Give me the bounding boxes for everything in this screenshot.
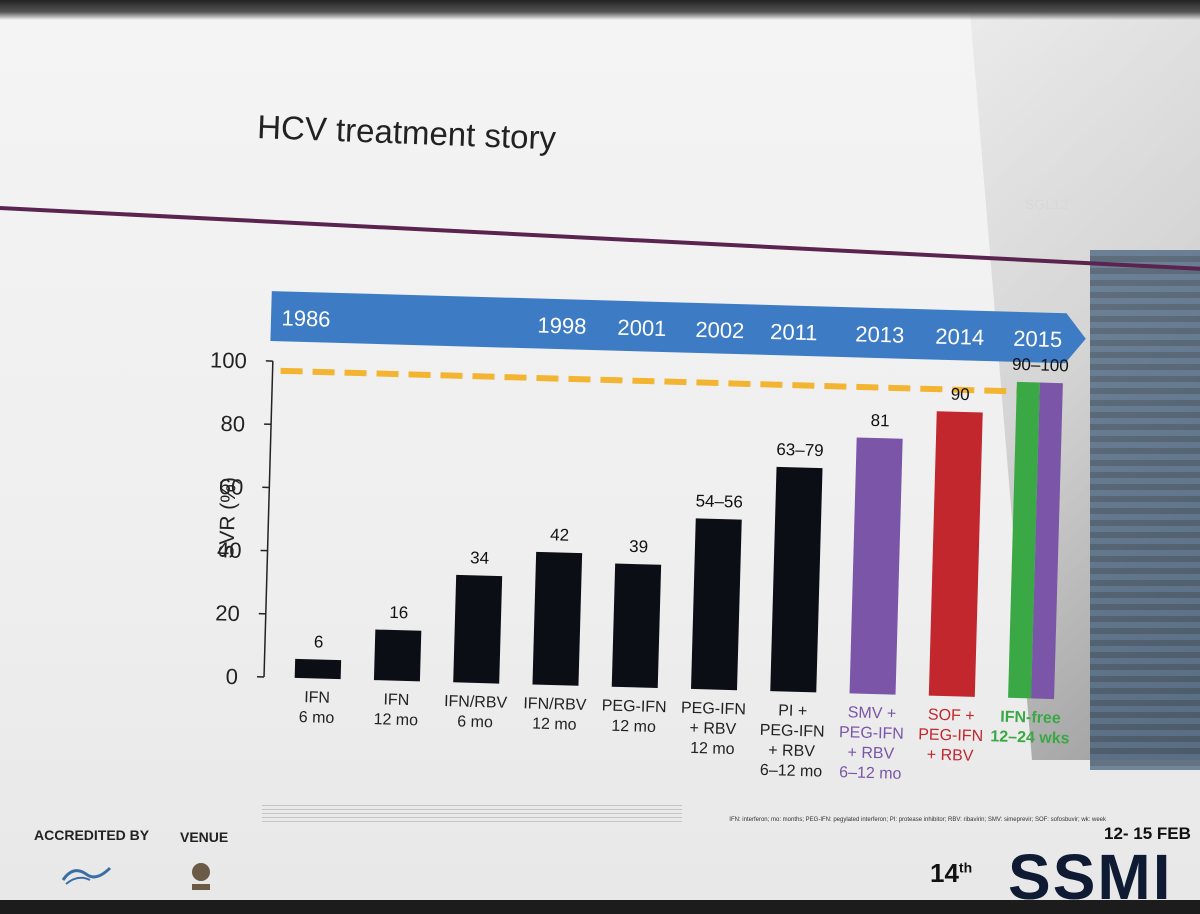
category-label-line: 6 mo bbox=[457, 713, 493, 731]
bar bbox=[295, 659, 342, 679]
category-label-line: + RBV bbox=[847, 744, 894, 762]
y-tick-label: 100 bbox=[210, 347, 247, 373]
timeline-arrow: 1986 1998 2001 2002 2011 2013 2014 2015 bbox=[270, 291, 1086, 364]
category-label-line: PI + bbox=[778, 702, 807, 720]
accreditor-logo-icon bbox=[58, 860, 118, 890]
category-label-line: + RBV bbox=[689, 720, 736, 738]
category-label-line: PEG-IFN bbox=[681, 700, 746, 719]
venue-label: VENUE bbox=[180, 829, 228, 845]
category-label-line: IFN-free bbox=[1000, 709, 1061, 728]
screen-bezel bbox=[0, 0, 1200, 20]
event-brand-logo: SSMI bbox=[1008, 840, 1172, 914]
y-tick-label: 20 bbox=[215, 600, 240, 626]
bar bbox=[850, 437, 903, 694]
category-label-line: 12–24 wks bbox=[990, 728, 1070, 747]
category-label-line: IFN/RBV bbox=[523, 695, 587, 714]
bar bbox=[929, 411, 983, 697]
y-tick-label: 80 bbox=[220, 411, 245, 437]
category-label-line: SMV + bbox=[848, 704, 897, 722]
y-axis-line bbox=[264, 361, 273, 677]
category-label-line: SOF + bbox=[928, 707, 975, 725]
category-label-line: 12 mo bbox=[373, 711, 418, 729]
bar-value-label: 6 bbox=[314, 632, 324, 651]
target-dashed-line bbox=[281, 371, 1060, 393]
timeline-year: 2011 bbox=[770, 319, 818, 345]
edition-suffix: th bbox=[959, 859, 972, 875]
venue-logo-icon bbox=[186, 860, 216, 896]
category-label-line: + RBV bbox=[768, 742, 815, 760]
references-fine-print bbox=[262, 805, 682, 823]
category-label-line: + RBV bbox=[927, 747, 974, 765]
category-label-line: 12 mo bbox=[611, 718, 656, 736]
timeline-year: 1998 bbox=[537, 313, 587, 339]
timeline-year: 2001 bbox=[617, 315, 667, 341]
bar bbox=[453, 575, 502, 684]
bar-value-label: 34 bbox=[470, 548, 489, 568]
category-label-line: PEG-IFN bbox=[918, 726, 983, 745]
y-tick-label: 0 bbox=[225, 664, 238, 689]
bar-value-label: 81 bbox=[870, 411, 889, 431]
bar-value-label: 39 bbox=[629, 537, 648, 557]
bar-value-label: 63–79 bbox=[776, 440, 824, 460]
category-label-line: IFN bbox=[304, 689, 330, 707]
accredited-by-label: ACCREDITED BY bbox=[34, 827, 149, 843]
category-label-line: 12 mo bbox=[532, 716, 577, 734]
category-label-line: IFN bbox=[383, 691, 409, 709]
timeline-year: 2002 bbox=[695, 317, 745, 343]
bar-value-label: 42 bbox=[550, 525, 569, 545]
edition-number: 14 bbox=[930, 858, 959, 888]
bar bbox=[612, 564, 661, 688]
bar bbox=[532, 552, 582, 686]
abbreviations-footnote: IFN: interferon; mo: months; PEG-IFN: pe… bbox=[716, 816, 1106, 824]
bar-value-label: 16 bbox=[389, 603, 408, 623]
bar-value-label: 90 bbox=[951, 385, 970, 405]
timeline-year: 2015 bbox=[1013, 326, 1063, 352]
bars bbox=[295, 362, 1063, 699]
category-label-line: 6–12 mo bbox=[839, 764, 902, 783]
target-line bbox=[281, 371, 1060, 393]
y-axis-label: SVR (%) bbox=[215, 477, 240, 559]
category-label-line: PEG-IFN bbox=[839, 724, 904, 743]
timeline-year: 2014 bbox=[935, 324, 985, 350]
bar-value-label: 54–56 bbox=[695, 491, 743, 511]
event-edition: 14th bbox=[930, 858, 972, 889]
timeline-year: 1986 bbox=[281, 305, 331, 331]
category-label-line: PEG-IFN bbox=[602, 697, 667, 716]
category-label-line: 6 mo bbox=[299, 709, 335, 727]
category-label-line: 12 mo bbox=[690, 740, 735, 758]
bar bbox=[770, 467, 822, 693]
category-label-line: PEG-IFN bbox=[759, 722, 824, 741]
bar-value-label: 90–100 bbox=[1012, 355, 1069, 376]
category-label-line: 6–12 mo bbox=[760, 762, 823, 781]
timeline-year: 2013 bbox=[855, 321, 905, 347]
category-label-line: IFN/RBV bbox=[444, 693, 508, 712]
bar bbox=[691, 518, 742, 690]
bar bbox=[374, 630, 421, 682]
